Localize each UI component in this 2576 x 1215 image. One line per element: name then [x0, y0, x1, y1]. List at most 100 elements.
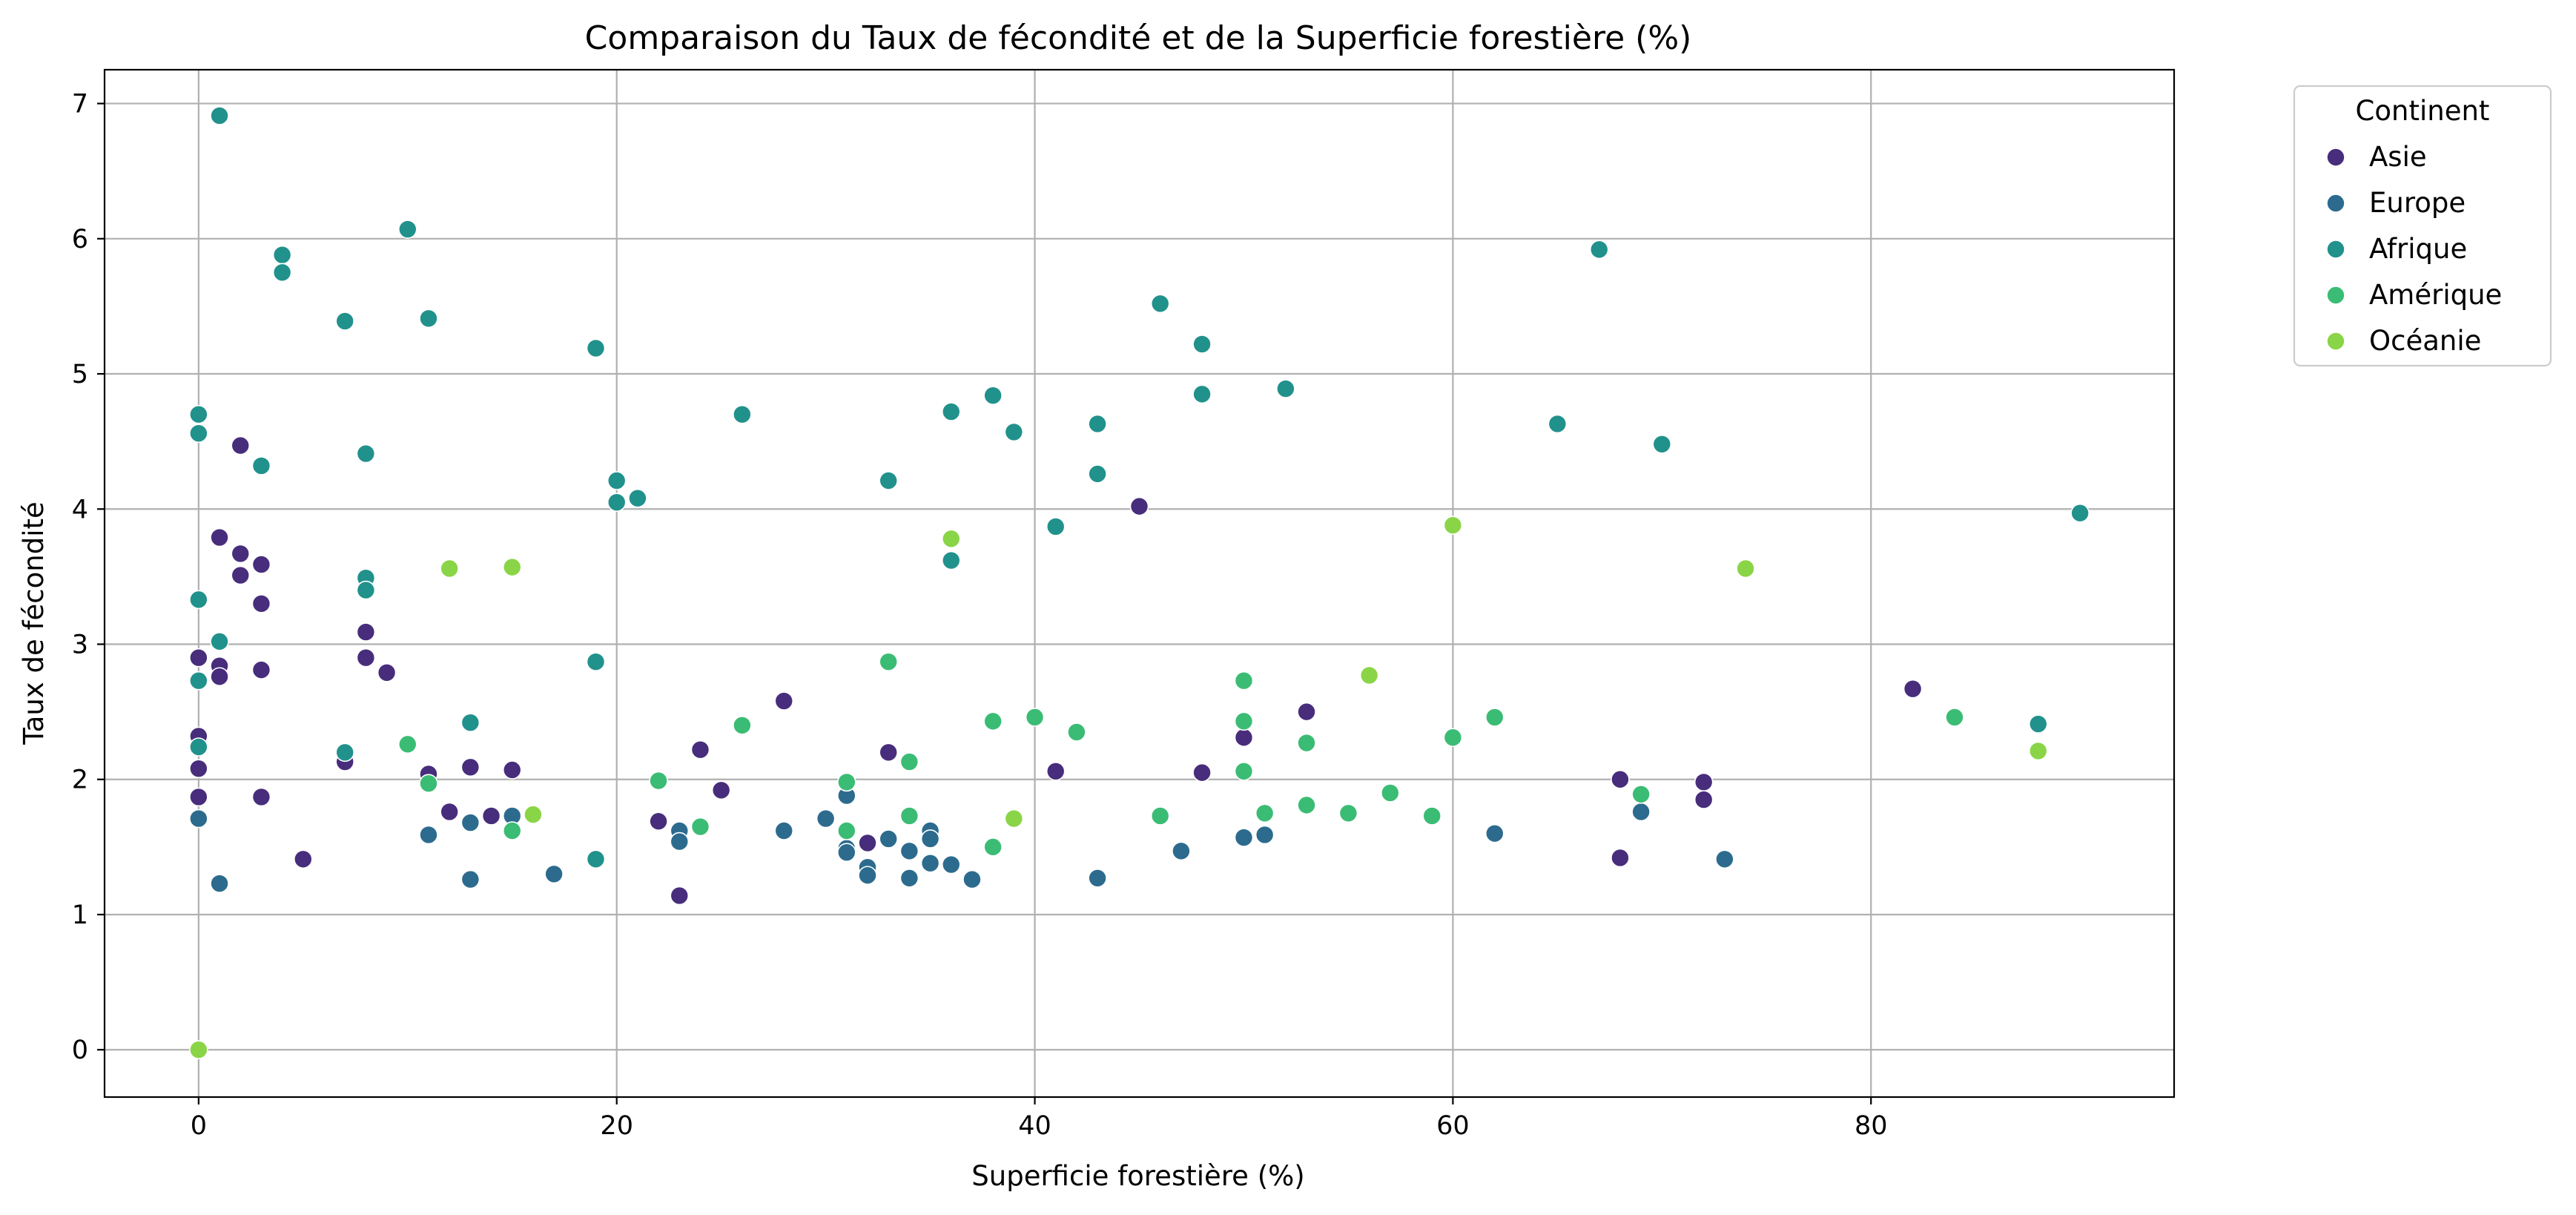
- data-point: [774, 691, 794, 711]
- data-point: [419, 309, 438, 329]
- data-point: [1359, 665, 1379, 685]
- data-point: [1067, 722, 1086, 742]
- data-point: [1548, 414, 1568, 434]
- data-point: [2070, 503, 2090, 523]
- data-point: [1443, 516, 1463, 535]
- data-point: [1652, 434, 1672, 454]
- data-points: [189, 106, 2090, 1060]
- y-tick-label: 6: [72, 225, 88, 254]
- data-point: [1736, 559, 1755, 579]
- x-tick-label: 20: [600, 1111, 633, 1141]
- legend-box: [2293, 85, 2552, 367]
- data-point: [544, 864, 564, 884]
- data-point: [502, 557, 522, 577]
- data-point: [210, 874, 229, 893]
- data-point: [1129, 496, 1149, 516]
- data-point: [210, 527, 229, 547]
- data-point: [899, 841, 919, 861]
- data-point: [189, 759, 208, 778]
- data-point: [690, 817, 710, 837]
- data-point: [251, 456, 271, 475]
- data-point: [858, 833, 877, 853]
- data-point: [1338, 803, 1358, 823]
- legend-marker: [2326, 286, 2345, 305]
- y-tick-label: 0: [72, 1035, 88, 1065]
- data-point: [419, 774, 438, 794]
- data-point: [272, 263, 292, 283]
- data-point: [1443, 728, 1463, 748]
- data-point: [356, 622, 376, 642]
- data-point: [607, 471, 627, 490]
- x-tick-label: 60: [1436, 1111, 1470, 1141]
- data-point: [1192, 384, 1212, 404]
- y-tick-label: 1: [72, 900, 88, 930]
- data-point: [1297, 702, 1316, 722]
- data-point: [440, 802, 459, 822]
- data-point: [356, 444, 376, 464]
- data-point: [189, 809, 208, 829]
- data-point: [1694, 772, 1714, 792]
- data-point: [1150, 806, 1170, 826]
- data-point: [837, 821, 856, 840]
- data-point: [460, 813, 480, 832]
- data-point: [1192, 763, 1212, 783]
- data-point: [1611, 769, 1630, 789]
- y-tick-label: 2: [72, 765, 88, 795]
- data-point: [1422, 806, 1441, 826]
- y-axis-label: Taux de fécondité: [18, 501, 50, 745]
- data-point: [1611, 848, 1630, 868]
- x-axis-label: Superficie forestière (%): [971, 1160, 1304, 1192]
- data-point: [460, 869, 480, 889]
- data-point: [397, 220, 417, 239]
- data-point: [941, 529, 961, 549]
- data-point: [460, 757, 480, 777]
- legend-label: Asie: [2369, 141, 2427, 173]
- data-point: [1088, 414, 1107, 434]
- y-tick-label: 7: [72, 90, 88, 119]
- data-point: [460, 713, 480, 733]
- data-point: [670, 832, 690, 852]
- chart-title: Comparaison du Taux de fécondité et de l…: [585, 19, 1692, 57]
- data-point: [879, 829, 898, 849]
- data-point: [837, 843, 856, 862]
- data-point: [941, 550, 961, 570]
- data-point: [816, 809, 836, 829]
- data-point: [586, 849, 606, 869]
- data-point: [1234, 828, 1254, 847]
- data-point: [733, 716, 752, 735]
- data-point: [1150, 294, 1170, 314]
- data-point: [1945, 708, 1964, 727]
- data-point: [1192, 335, 1212, 354]
- legend-title: Continent: [2356, 95, 2490, 127]
- data-point: [1381, 783, 1400, 803]
- data-point: [419, 825, 438, 845]
- data-point: [189, 787, 208, 807]
- data-point: [189, 590, 208, 610]
- data-point: [1004, 809, 1024, 829]
- legend-marker: [2326, 332, 2345, 351]
- data-point: [879, 652, 898, 671]
- data-point: [920, 829, 940, 849]
- data-point: [231, 435, 251, 455]
- data-point: [1046, 517, 1066, 536]
- data-point: [899, 752, 919, 771]
- axis-ticks: 0 20 40 60 80 0 1 2 3 4 5 6 7: [72, 90, 1888, 1141]
- data-point: [941, 402, 961, 421]
- data-point: [397, 734, 417, 754]
- data-point: [251, 555, 271, 574]
- data-point: [628, 488, 647, 508]
- data-point: [690, 740, 710, 760]
- data-point: [189, 737, 208, 757]
- data-point: [251, 594, 271, 613]
- data-point: [1631, 802, 1651, 822]
- y-tick-label: 4: [72, 495, 88, 524]
- data-point: [649, 811, 668, 832]
- data-point: [733, 404, 752, 424]
- data-point: [983, 711, 1003, 731]
- data-point: [189, 424, 208, 444]
- data-point: [1234, 711, 1254, 731]
- data-point: [1276, 379, 1295, 398]
- data-point: [1172, 841, 1191, 861]
- data-point: [899, 868, 919, 888]
- data-point: [586, 652, 606, 671]
